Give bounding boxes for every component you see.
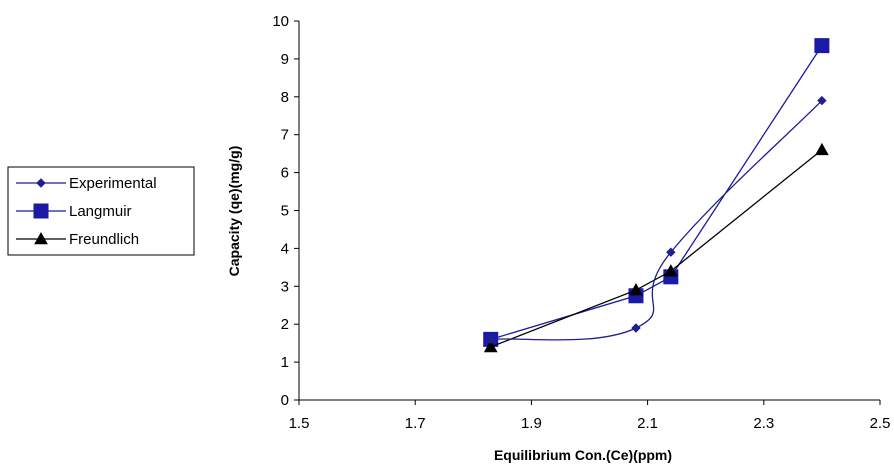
y-axis-ticks: 0 1 2 3 4 5 6 7 8 9 10 bbox=[272, 13, 299, 409]
data-point-experimental bbox=[817, 95, 827, 106]
x-tick-label: 2.5 bbox=[870, 415, 891, 432]
y-tick-label: 5 bbox=[281, 203, 289, 220]
data-point-freundlich bbox=[483, 339, 498, 353]
legend-marker-freundlich bbox=[34, 231, 48, 245]
x-axis-title: Equilibrium Con.(Ce)(ppm) bbox=[494, 447, 672, 463]
series-langmuir bbox=[483, 38, 830, 347]
legend-marker-langmuir bbox=[33, 203, 49, 219]
y-tick-label: 8 bbox=[281, 89, 289, 106]
x-tick-label: 2.1 bbox=[637, 415, 658, 432]
y-tick-label: 7 bbox=[281, 127, 289, 144]
y-tick-label: 0 bbox=[281, 392, 289, 409]
series-freundlich bbox=[483, 142, 829, 353]
data-point-experimental bbox=[631, 323, 641, 333]
series-line-experimental bbox=[490, 100, 823, 341]
legend-label-langmuir: Langmuir bbox=[69, 203, 132, 220]
series-layer bbox=[483, 38, 830, 353]
y-tick-label: 4 bbox=[281, 240, 289, 257]
x-tick-label: 1.7 bbox=[405, 415, 426, 432]
y-tick-label: 9 bbox=[281, 51, 289, 68]
data-point-freundlich bbox=[663, 264, 678, 277]
data-point-experimental bbox=[666, 247, 676, 257]
series-experimental bbox=[486, 95, 827, 345]
y-tick-label: 1 bbox=[281, 354, 289, 371]
x-tick-label: 1.9 bbox=[521, 415, 542, 432]
data-point-langmuir bbox=[814, 38, 830, 54]
data-point-experimental bbox=[486, 334, 496, 345]
legend-entry-experimental: Experimental bbox=[16, 175, 157, 192]
series-line-langmuir bbox=[490, 45, 823, 340]
data-point-freundlich bbox=[629, 283, 643, 296]
x-tick-label: 1.5 bbox=[289, 415, 310, 432]
plot-axes bbox=[298, 21, 880, 401]
series-line-freundlich bbox=[490, 149, 823, 348]
y-tick-label: 2 bbox=[281, 316, 289, 333]
y-axis-title: Capacity (qe)(mg/g) bbox=[226, 146, 242, 277]
legend-label-freundlich: Freundlich bbox=[69, 231, 139, 248]
legend-marker-experimental bbox=[36, 178, 46, 188]
legend-entry-langmuir: Langmuir bbox=[16, 203, 132, 220]
legend: Experimental Langmuir Freundlich bbox=[7, 166, 195, 256]
y-tick-label: 6 bbox=[281, 165, 289, 182]
x-axis-ticks: 1.5 1.7 1.9 2.1 2.3 2.5 bbox=[289, 400, 891, 432]
data-point-freundlich bbox=[815, 142, 829, 156]
legend-entry-freundlich: Freundlich bbox=[16, 231, 139, 248]
y-tick-label: 3 bbox=[281, 278, 289, 295]
x-tick-label: 2.3 bbox=[753, 415, 774, 432]
legend-label-experimental: Experimental bbox=[69, 175, 157, 192]
y-tick-label: 10 bbox=[272, 13, 289, 30]
